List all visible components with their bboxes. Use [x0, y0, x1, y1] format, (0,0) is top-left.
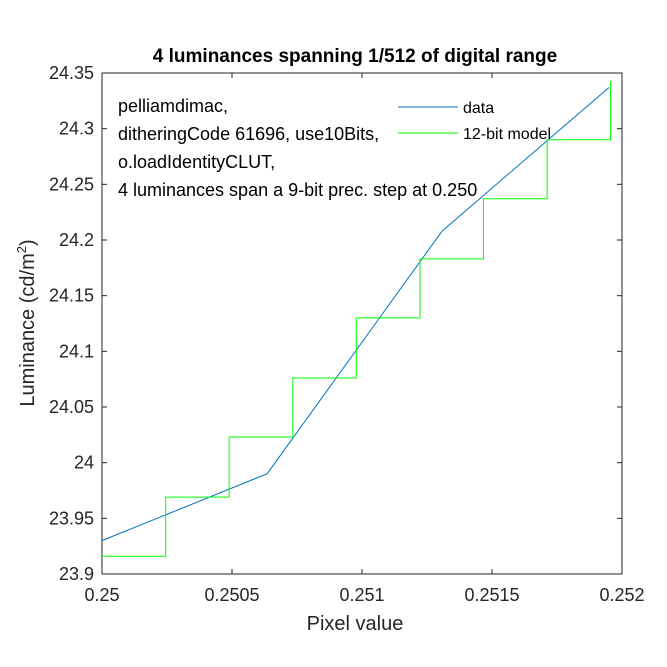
y-tick-label: 23.9	[59, 564, 94, 584]
x-tick-label: 0.252	[599, 585, 644, 605]
annotation-line-4: 4 luminances span a 9-bit prec. step at …	[118, 180, 477, 200]
y-tick-label: 24.15	[49, 286, 94, 306]
legend-label-data: data	[463, 100, 494, 117]
series-line-data	[101, 87, 610, 542]
y-axis-label-superscript: 2	[14, 246, 29, 253]
y-tick-label: 24.05	[49, 397, 94, 417]
y-axis: 23.9 23.95 24 24.05 24.1 24.15 24.2 24.25 24.3 24…	[49, 63, 622, 584]
annotation-line-1: pelliamdimac,	[118, 96, 228, 116]
legend-label-model: 12-bit model	[463, 126, 551, 143]
annotation-line-3: o.loadIdentityCLUT,	[118, 152, 275, 172]
y-tick-label: 24.25	[49, 174, 94, 194]
chart-title: 4 luminances spanning 1/512 of digital r…	[153, 46, 557, 67]
x-tick-label: 0.2505	[204, 585, 259, 605]
plot-area	[101, 72, 623, 575]
series-line-12-bit-model	[102, 80, 612, 557]
annotation-text: pelliamdimac, ditheringCode 61696, use10…	[118, 96, 477, 200]
y-axis-label: Luminance (cd/m2)	[14, 239, 39, 406]
plot-frame	[101, 72, 623, 575]
y-axis-label-main: Luminance (cd/m	[17, 253, 39, 406]
x-tick-label: 0.2515	[464, 585, 519, 605]
annotation-line-2: ditheringCode 61696, use10Bits,	[118, 124, 379, 144]
y-tick-label: 24.2	[59, 230, 94, 250]
y-axis-label-close: )	[17, 239, 39, 246]
x-axis-label: Pixel value	[307, 613, 404, 635]
y-tick-label: 23.95	[49, 508, 94, 528]
x-tick-label: 0.25	[84, 585, 119, 605]
y-tick-label: 24.35	[49, 63, 94, 83]
legend: data 12-bit model	[398, 100, 551, 143]
x-tick-label: 0.251	[339, 585, 384, 605]
y-tick-label: 24.1	[59, 341, 94, 361]
y-tick-label: 24	[74, 453, 94, 473]
y-tick-label: 24.3	[59, 119, 94, 139]
series-layer	[101, 80, 612, 557]
x-axis: 0.25 0.2505 0.251 0.2515 0.252	[84, 73, 645, 605]
